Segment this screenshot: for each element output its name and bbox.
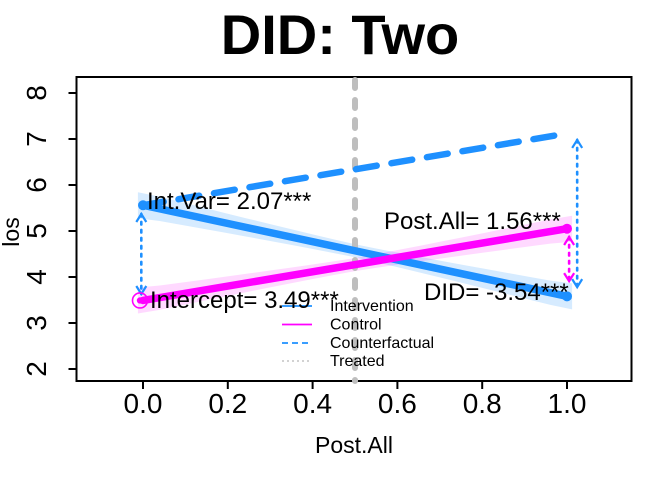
control-line [139,224,571,305]
control-start-point [136,297,144,304]
control-start-point-ring [131,292,149,309]
y-tick-label: 2 [21,361,52,377]
y-tick-label: 5 [21,223,52,239]
chart-title: DID: Two [221,3,459,66]
line-endpoint [562,223,572,234]
y-tick-label: 6 [21,177,52,193]
indicator-arrowhead [571,278,584,290]
legend-label-intervention: Intervention [330,298,414,315]
x-axis: 0.0 0.2 0.4 0.6 0.8 1.0 [124,381,587,419]
legend-line-samples [282,305,312,362]
indicator-arrowhead [563,234,576,246]
annotation-did: DID= -3.54*** [424,279,569,306]
annotation-int-var: Int.Var= 2.07*** [147,188,311,215]
indicator-arrowhead [571,137,584,149]
counterfactual-line [139,130,571,209]
y-axis-label: los [0,217,24,246]
line-endpoint [562,291,572,302]
x-tick-label: 1.0 [548,388,587,419]
x-axis-label: Post.All [315,432,393,458]
y-tick-label: 4 [21,269,52,285]
y-tick-label: 8 [21,85,52,101]
x-tick-label: 0.2 [208,388,247,419]
line-endpoint [138,200,148,211]
y-axis: 2 3 4 5 6 7 8 [21,85,77,377]
legend-label-counterfactual: Counterfactual [330,335,434,352]
x-tick-label: 0.0 [124,388,163,419]
trend-lines [139,130,571,305]
data-points [131,200,572,309]
x-tick-label: 0.8 [463,388,502,419]
indicator-arrowhead [135,211,148,223]
intervention-line [139,201,571,301]
y-tick-label: 7 [21,131,52,147]
legend-label-control: Control [330,317,382,334]
indicator-arrowhead [563,272,576,284]
legend: Intervention Control Counterfactual Trea… [330,298,434,370]
x-tick-label: 0.4 [293,388,332,419]
indicator-arrowhead [135,285,148,297]
legend-label-treated: Treated [330,353,385,370]
annotation-intercept: Intercept= 3.49*** [150,287,339,314]
x-tick-label: 0.6 [378,388,417,419]
annotation-post-all: Post.All= 1.56*** [384,208,561,235]
y-tick-label: 3 [21,315,52,331]
effect-indicator-lines [135,137,584,297]
